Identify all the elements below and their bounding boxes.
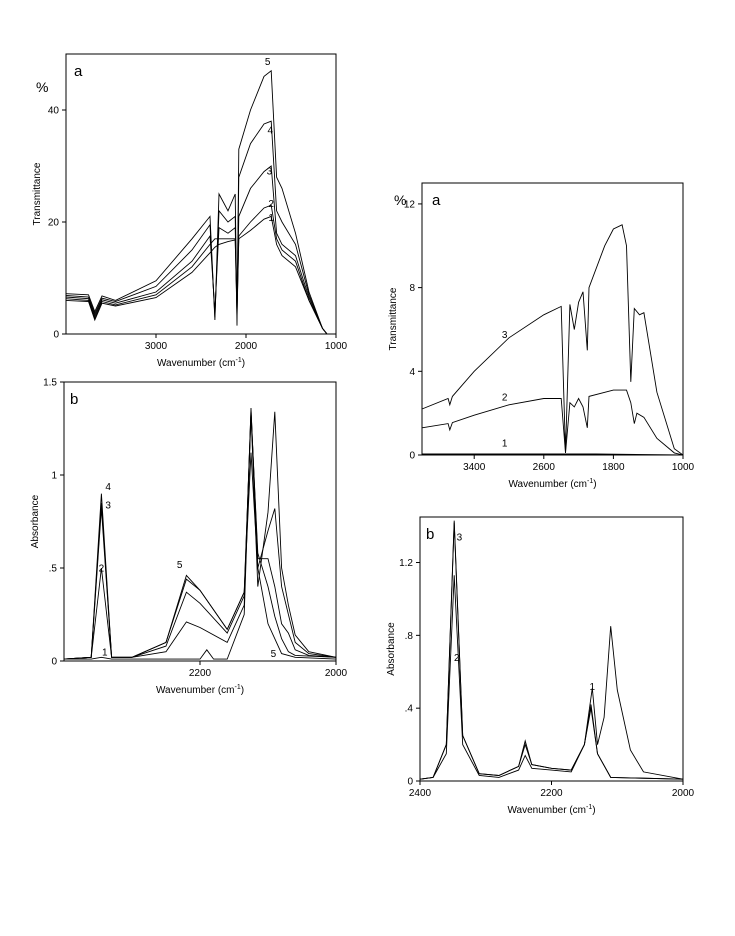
y-tick-label: 12 [404,199,416,210]
unit-label: % [394,192,406,208]
unit-label: % [36,79,48,95]
plot-frame [63,381,337,662]
series-line-3 [421,224,684,456]
y-tick-label: .4 [405,704,414,715]
series-line-2 [65,204,328,335]
x-axis-label: Wavenumber (cm-1) [156,684,244,696]
y-tick-label: 40 [48,106,60,117]
y-tick-label: 0 [51,657,57,668]
series-label-1: 1 [268,213,274,224]
series-label-4: 4 [268,126,274,137]
panel-letter: b [426,526,434,543]
series-label-4: 4 [105,482,111,493]
y-axis-label: Absorbance [30,494,41,548]
x-axis-label-sup: -1 [587,478,593,485]
series-label-5: 5 [265,57,271,68]
x-tick-label: 2200 [540,788,563,799]
x-axis-label-end: ) [593,479,596,490]
panel-letter: a [432,192,441,209]
series-line-4 [63,413,337,660]
chart-left-a: a% 3000 2000 1000 0 20 40 Wavenumber (cm-1) Tran… [32,53,348,369]
series-label-1: 1 [589,682,595,693]
x-tick-label: 2400 [409,788,432,799]
x-tick-label: 2000 [325,668,348,679]
y-tick-label: .5 [49,564,58,575]
x-tick-label: 2200 [189,668,212,679]
panel-letter: a [74,63,83,80]
x-axis-label-end: ) [241,685,244,696]
series-label-3: 3 [105,500,111,511]
series-line-1 [422,453,684,456]
series-line-1 [65,215,328,335]
y-tick-label: 0 [53,330,59,341]
x-tick-label: 3000 [145,341,168,352]
y-tick-label: 4 [409,367,415,378]
x-tick-label: 2000 [235,341,258,352]
x-axis-label-main: Wavenumber (cm [507,805,586,816]
x-axis-label: Wavenumber (cm-1) [507,804,595,816]
series-label-5: 5 [177,560,183,571]
chart-right-b: b 2400 2200 2000 0 .4 .8 1.2 Wavenumber (cm-1) Ab… [386,516,695,816]
y-tick-label: .8 [405,631,414,642]
series-line-3 [419,520,684,780]
panel-letter: b [70,391,78,408]
y-axis-label: Transmittance [32,162,43,225]
x-axis-label: Wavenumber (cm-1) [508,478,596,490]
series-label-3: 3 [457,533,463,544]
series-label-2: 2 [454,653,460,664]
x-tick-label: 1000 [672,462,695,473]
x-axis-label-end: ) [242,358,245,369]
x-tick-label: 3400 [463,462,486,473]
y-tick-label: 1 [51,471,57,482]
plot-frame [65,53,337,335]
x-tick-label: 2000 [672,788,695,799]
x-axis-label-end: ) [592,805,595,816]
series-label-1: 1 [102,647,108,658]
series-label-3: 3 [267,166,273,177]
y-axis-label: Absorbance [386,622,397,676]
series-line-5 [63,452,337,660]
x-axis-label-main: Wavenumber (cm [157,358,236,369]
series-label-2: 2 [99,564,105,575]
series-line-3 [63,409,337,660]
y-tick-label: 20 [48,218,60,229]
series-label-2: 2 [268,199,274,210]
series-label-2: 2 [502,393,508,404]
y-axis-label: Transmittance [388,287,399,350]
x-axis-label-main: Wavenumber (cm [508,479,587,490]
y-tick-label: 0 [409,451,415,462]
x-tick-label: 1000 [325,341,348,352]
x-tick-label: 1800 [602,462,625,473]
y-tick-label: 1.5 [43,378,57,389]
x-axis-label-main: Wavenumber (cm [156,685,235,696]
y-tick-label: 8 [409,283,415,294]
x-axis-label-sup: -1 [235,357,241,364]
x-axis-label-sup: -1 [234,684,240,691]
series-label-3: 3 [502,330,508,341]
y-tick-label: 0 [407,777,413,788]
series-line-5 [65,69,328,335]
series-line-3 [65,165,328,335]
series-line-2 [419,575,684,780]
plot-frame [421,182,684,456]
series-line-2 [63,407,337,660]
y-tick-label: 1.2 [399,558,413,569]
x-axis-label-sup: -1 [586,804,592,811]
series-label-extra: 5 [271,649,277,660]
series-line-2 [421,389,684,456]
chart-left-b: b 2200 2000 0 .5 1 1.5 Wavenumber (cm-1) Absorba… [30,378,348,697]
x-axis-label: Wavenumber (cm-1) [157,357,245,369]
x-tick-label: 2600 [533,462,556,473]
series-line-1 [64,411,337,660]
series-label-1: 1 [502,439,508,450]
